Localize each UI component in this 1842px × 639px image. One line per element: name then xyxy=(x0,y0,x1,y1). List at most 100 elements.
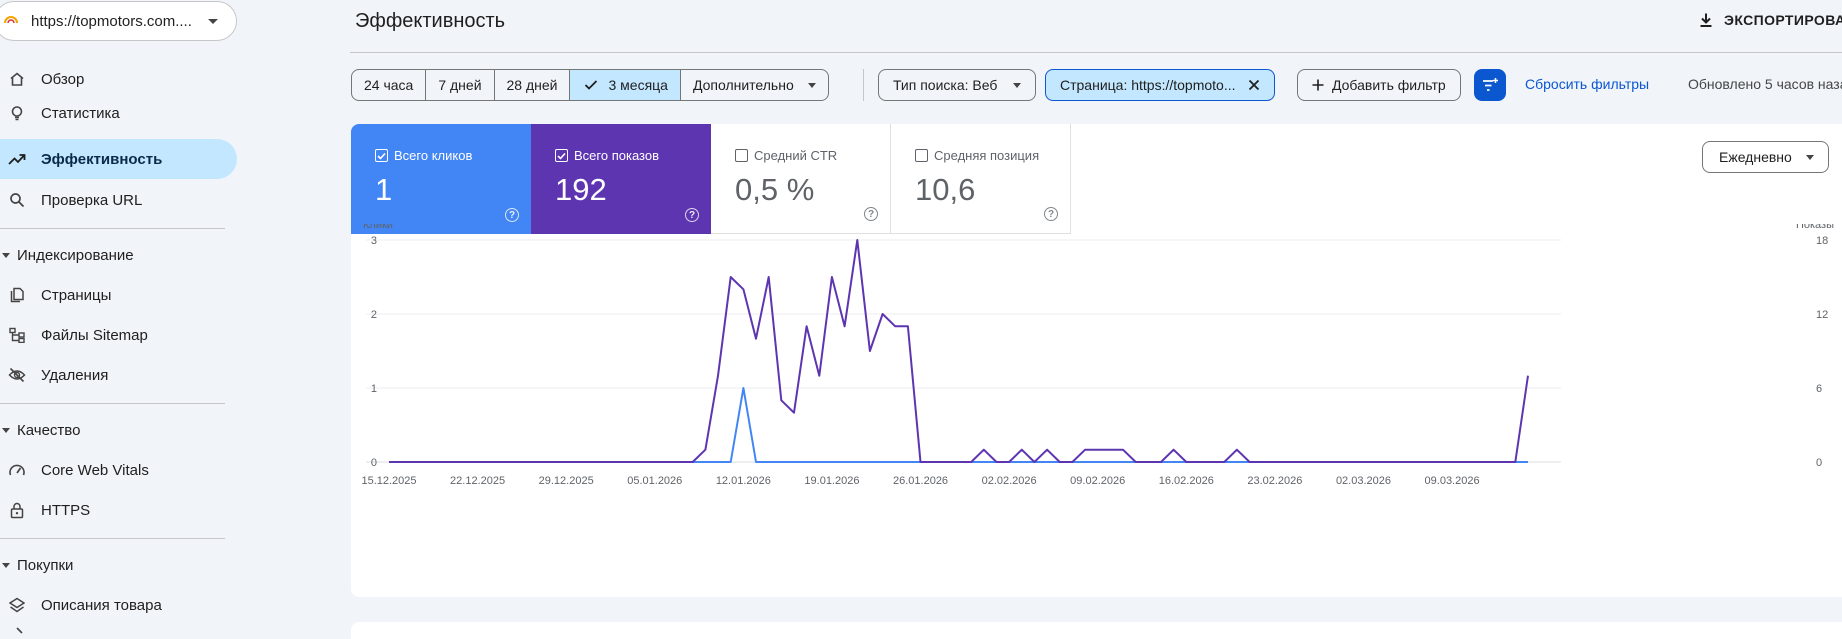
search-type-filter[interactable]: Тип поиска: Веб xyxy=(878,69,1037,101)
caret-down-icon xyxy=(2,427,10,433)
x-axis-tick: 16.02.2026 xyxy=(1159,475,1214,487)
help-icon[interactable]: ? xyxy=(685,208,699,222)
sidebar-section-label: Качество xyxy=(17,421,81,439)
sidebar-section-experience[interactable]: Качество xyxy=(0,418,80,442)
header-divider xyxy=(350,52,1842,53)
filter-list-icon xyxy=(1483,78,1498,91)
chevron-down-icon xyxy=(208,18,218,24)
metric-label: Всего показов xyxy=(574,148,659,163)
sidebar-item-label: HTTPS xyxy=(41,501,91,519)
date-range-7d[interactable]: 7 дней xyxy=(426,70,495,100)
sidebar-item-sitemaps[interactable]: Файлы Sitemap xyxy=(0,315,237,355)
caret-down-icon xyxy=(2,562,10,568)
help-icon[interactable]: ? xyxy=(1044,207,1058,221)
metric-total-impressions[interactable]: Всего показов 192 ? xyxy=(531,124,711,234)
sidebar-item-label: Описания товара xyxy=(41,596,162,614)
filter-separator xyxy=(863,69,864,101)
help-icon[interactable]: ? xyxy=(864,207,878,221)
date-range-3m[interactable]: 3 месяца xyxy=(570,70,681,100)
y-axis-right-tick: 18 xyxy=(1816,235,1828,247)
x-axis-tick: 05.01.2026 xyxy=(627,475,682,487)
sidebar-item-overview[interactable]: Обзор xyxy=(0,59,237,99)
sidebar-section-label: Индексирование xyxy=(17,246,134,264)
sidebar-section-label: Покупки xyxy=(17,556,74,574)
page-filter-chip[interactable]: Страница: https://topmoto... xyxy=(1045,69,1275,101)
sidebar-item-next[interactable] xyxy=(0,625,237,639)
sidebar-item-https[interactable]: HTTPS xyxy=(0,490,237,530)
lock-icon xyxy=(8,501,26,519)
property-url: https://topmotors.com.... xyxy=(31,12,192,30)
sidebar-divider xyxy=(0,538,225,539)
x-axis-tick: 12.01.2026 xyxy=(716,475,771,487)
caret-down-icon xyxy=(1805,154,1814,160)
layers-icon xyxy=(8,596,26,614)
sidebar-item-removals[interactable]: Удаления xyxy=(0,355,237,395)
y-axis-left-tick: 3 xyxy=(371,235,377,247)
metric-label: Средняя позиция xyxy=(934,148,1040,163)
lightbulb-icon xyxy=(8,104,26,122)
date-range-28d[interactable]: 28 дней xyxy=(495,70,571,100)
sidebar-item-pages[interactable]: Страницы xyxy=(0,275,237,315)
visibility-off-icon xyxy=(8,366,26,384)
pages-icon xyxy=(8,286,26,304)
add-filter-button[interactable]: Добавить фильтр xyxy=(1297,69,1461,101)
date-range-label: 3 месяца xyxy=(608,77,668,93)
sidebar-section-shopping[interactable]: Покупки xyxy=(0,553,73,577)
sidebar-item-label: Удаления xyxy=(41,366,109,384)
sidebar-item-label: Проверка URL xyxy=(41,191,143,209)
close-icon[interactable] xyxy=(1248,79,1260,91)
caret-down-icon xyxy=(1013,82,1022,88)
site-favicon-icon xyxy=(4,16,18,24)
granularity-dropdown[interactable]: Ежедневно xyxy=(1702,141,1829,173)
queries-card xyxy=(351,622,1842,639)
metric-total-clicks[interactable]: Всего кликов 1 ? xyxy=(351,124,531,234)
sidebar-item-insights[interactable]: Статистика xyxy=(0,93,237,133)
impressions-series-line xyxy=(389,239,1529,463)
checkbox-unchecked-icon[interactable] xyxy=(735,149,748,162)
metric-average-position[interactable]: Средняя позиция 10,6 ? xyxy=(891,124,1071,234)
property-selector[interactable]: https://topmotors.com.... xyxy=(0,1,237,41)
clicks-series-line xyxy=(389,387,1528,463)
sidebar-item-core-web-vitals[interactable]: Core Web Vitals xyxy=(0,450,237,490)
x-axis-tick: 19.01.2026 xyxy=(804,475,859,487)
checkbox-checked-icon[interactable] xyxy=(375,149,388,162)
caret-down-icon xyxy=(807,82,816,88)
reset-filters-link[interactable]: Сбросить фильтры xyxy=(1525,76,1650,92)
y-axis-left-tick: 0 xyxy=(371,457,377,469)
help-icon[interactable]: ? xyxy=(505,208,519,222)
y-axis-left-label: Клики xyxy=(363,224,393,231)
last-updated-text: Обновлено 5 часов назад xyxy=(1688,76,1842,92)
y-axis-right-tick: 6 xyxy=(1816,383,1822,395)
export-button[interactable]: ЭКСПОРТИРОВАТЬ xyxy=(1698,9,1842,31)
date-range-more[interactable]: Дополнительно xyxy=(681,70,828,100)
metric-value: 10,6 xyxy=(915,172,976,207)
sidebar-item-label: Обзор xyxy=(41,70,85,88)
sidebar-item-product-snippets[interactable]: Описания товара xyxy=(0,585,237,625)
performance-card: Всего кликов 1 ? Всего показов 192 ? Сре… xyxy=(351,124,1842,597)
sidebar-section-indexing[interactable]: Индексирование xyxy=(0,243,134,267)
x-axis-tick: 15.12.2025 xyxy=(361,475,416,487)
y-axis-right-label: Показы xyxy=(1796,224,1834,231)
sidebar-divider xyxy=(0,403,225,404)
x-axis-tick: 26.01.2026 xyxy=(893,475,948,487)
metric-average-ctr[interactable]: Средний CTR 0,5 % ? xyxy=(711,124,891,234)
sidebar-item-url-inspection[interactable]: Проверка URL xyxy=(0,180,237,220)
caret-down-icon xyxy=(2,252,10,258)
x-axis-tick: 02.02.2026 xyxy=(982,475,1037,487)
filter-settings-button[interactable] xyxy=(1474,69,1506,101)
metric-value: 0,5 % xyxy=(735,172,815,207)
sidebar-item-label: Core Web Vitals xyxy=(41,461,149,479)
search-type-label: Тип поиска: Веб xyxy=(893,77,998,93)
y-axis-left-tick: 1 xyxy=(371,383,377,395)
metric-value: 192 xyxy=(555,172,607,207)
checkbox-checked-icon[interactable] xyxy=(555,149,568,162)
date-range-24h[interactable]: 24 часа xyxy=(352,70,427,100)
search-icon xyxy=(8,191,26,209)
sidebar-item-performance[interactable]: Эффективность xyxy=(0,139,237,179)
sidebar-item-label: Файлы Sitemap xyxy=(41,326,148,344)
checkbox-unchecked-icon[interactable] xyxy=(915,149,928,162)
x-axis-tick: 29.12.2025 xyxy=(539,475,594,487)
date-range-more-label: Дополнительно xyxy=(692,77,794,93)
home-icon xyxy=(8,70,26,88)
